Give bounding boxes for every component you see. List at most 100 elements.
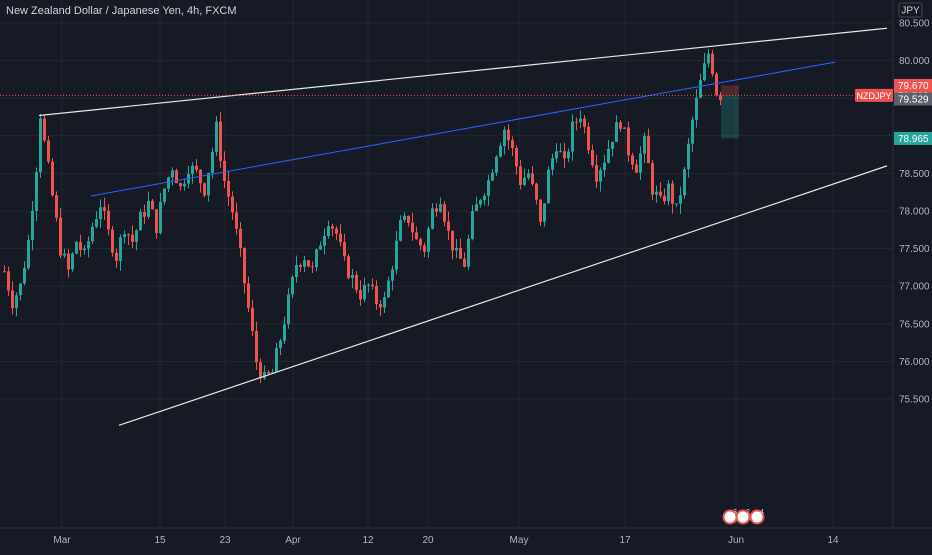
price-tick-label: 78.000 bbox=[899, 207, 930, 218]
candle bbox=[151, 199, 154, 210]
lower-trendline[interactable] bbox=[118, 165, 888, 426]
candle-body bbox=[303, 260, 306, 267]
event-marker[interactable]: 2 bbox=[735, 509, 751, 525]
candle-body bbox=[515, 147, 518, 167]
candle bbox=[87, 236, 90, 258]
target-zone[interactable] bbox=[721, 96, 739, 139]
price-label-box bbox=[894, 92, 932, 106]
position-box[interactable] bbox=[721, 85, 739, 139]
candle-body bbox=[311, 266, 314, 268]
stop-zone[interactable] bbox=[721, 85, 739, 97]
candle-body bbox=[123, 234, 126, 238]
events-badge[interactable]: 3 2 4 bbox=[722, 509, 765, 525]
candle bbox=[319, 241, 322, 250]
price-tick-label: 80.000 bbox=[899, 56, 930, 67]
mid-channel-line[interactable] bbox=[90, 61, 836, 197]
candle bbox=[207, 172, 210, 202]
candle bbox=[355, 271, 358, 294]
candle bbox=[95, 211, 98, 229]
symbol-tag-text: NZDJPY bbox=[856, 91, 891, 101]
event-icon[interactable] bbox=[749, 509, 765, 525]
candle bbox=[627, 121, 630, 162]
candle bbox=[711, 49, 714, 77]
candle bbox=[79, 234, 82, 257]
event-marker[interactable]: 3 bbox=[722, 509, 738, 525]
candle-body bbox=[695, 97, 698, 120]
candle-body bbox=[619, 122, 622, 129]
candle bbox=[367, 283, 370, 293]
candle-body bbox=[411, 222, 414, 233]
candle bbox=[591, 144, 594, 168]
price-label: 79.529 bbox=[894, 92, 932, 106]
time-tick-label: Apr bbox=[285, 535, 301, 546]
candle bbox=[195, 158, 198, 173]
candle-body bbox=[615, 122, 618, 142]
candle-body bbox=[595, 165, 598, 182]
candle-body bbox=[459, 247, 462, 259]
candle-body bbox=[207, 172, 210, 196]
candles-layer bbox=[3, 48, 722, 384]
candle-body bbox=[151, 200, 154, 210]
candle-body bbox=[455, 247, 458, 251]
candle-body bbox=[579, 118, 582, 123]
candle-body bbox=[131, 234, 134, 242]
candle bbox=[383, 291, 386, 314]
candle-body bbox=[491, 172, 494, 181]
candle bbox=[359, 280, 362, 306]
candle bbox=[67, 249, 70, 278]
candle bbox=[395, 230, 398, 275]
time-tick-label: Mar bbox=[53, 535, 71, 546]
candle-body bbox=[27, 240, 30, 269]
time-axis[interactable]: Mar 15 23 Apr 12 20 May 17 Jun 14 bbox=[53, 535, 839, 546]
candle-body bbox=[675, 203, 678, 205]
candle-body bbox=[351, 274, 354, 279]
candle-body bbox=[575, 121, 578, 123]
candle bbox=[407, 215, 410, 227]
candle-body bbox=[599, 170, 602, 182]
candle-body bbox=[223, 160, 226, 181]
candle bbox=[519, 159, 522, 190]
candle-body bbox=[563, 151, 566, 159]
time-tick-label: 12 bbox=[362, 535, 374, 546]
candle-body bbox=[83, 248, 86, 251]
candle bbox=[647, 128, 650, 164]
candle-body bbox=[451, 230, 454, 251]
candle bbox=[247, 276, 250, 312]
candle bbox=[103, 197, 106, 220]
candle bbox=[671, 180, 674, 214]
candle-body bbox=[251, 307, 254, 331]
price-tick-label: 78.500 bbox=[899, 169, 930, 180]
candle bbox=[611, 141, 614, 157]
candle-body bbox=[663, 195, 666, 202]
time-tick-label: Jun bbox=[728, 535, 744, 546]
candle bbox=[539, 199, 542, 226]
candle-body bbox=[335, 228, 338, 234]
event-marker[interactable]: 4 bbox=[749, 509, 765, 525]
price-tick-label: 77.500 bbox=[899, 244, 930, 255]
candle-body bbox=[203, 183, 206, 196]
candle-body bbox=[415, 232, 418, 240]
candle bbox=[439, 197, 442, 213]
event-count: 3 bbox=[733, 509, 737, 516]
candle-body bbox=[239, 228, 242, 249]
candle-body bbox=[423, 245, 426, 252]
candle bbox=[423, 242, 426, 258]
upper-trendline[interactable] bbox=[38, 27, 888, 117]
candle bbox=[691, 116, 694, 153]
candle bbox=[487, 174, 490, 206]
candle-body bbox=[555, 151, 558, 159]
candle bbox=[183, 178, 186, 191]
candle-body bbox=[403, 215, 406, 221]
candle bbox=[163, 187, 166, 205]
candle-body bbox=[591, 150, 594, 166]
candle bbox=[23, 260, 26, 286]
candle bbox=[11, 281, 14, 315]
candle-body bbox=[647, 135, 650, 164]
price-label-box bbox=[894, 78, 932, 92]
candle bbox=[667, 179, 670, 206]
candle bbox=[19, 282, 22, 301]
trendlines-layer[interactable] bbox=[38, 27, 888, 426]
